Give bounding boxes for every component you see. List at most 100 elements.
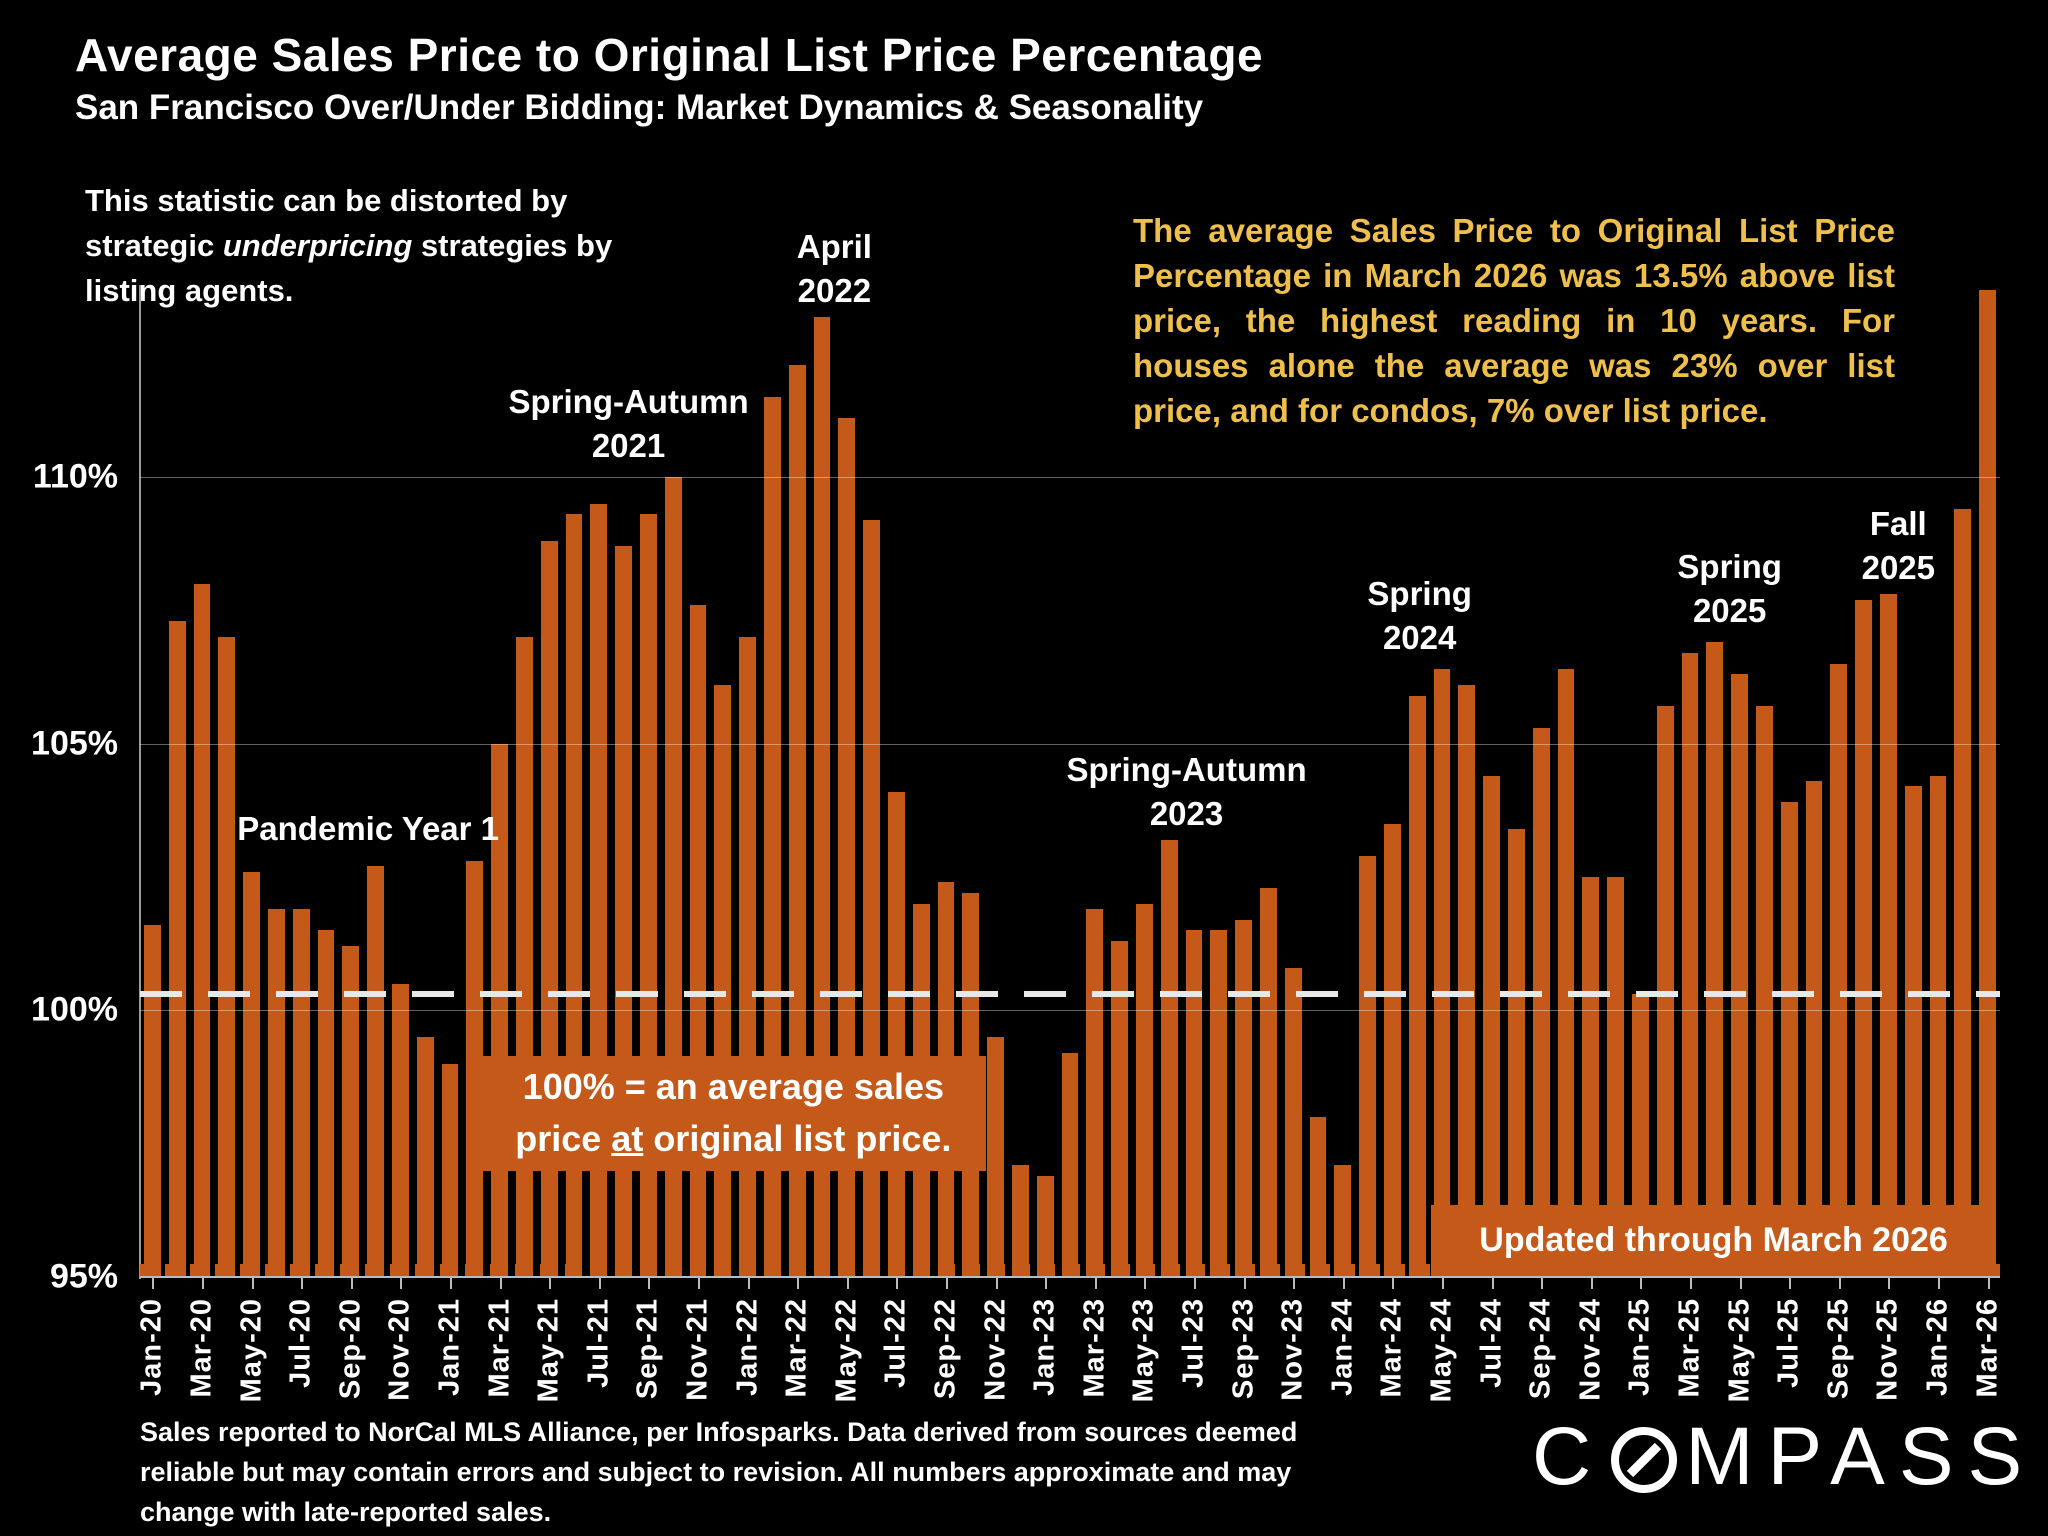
y-axis-labels: 110% 105% 100% 95% <box>0 285 126 1296</box>
x-axis-tick <box>747 1278 750 1289</box>
x-axis-tick <box>1293 1278 1296 1289</box>
x-axis-tick <box>995 1278 998 1289</box>
x-axis-label-Mar-21: Mar-21 <box>483 1298 516 1398</box>
x-axis-label-Jul-20: Jul-20 <box>284 1298 317 1388</box>
bar-Dec-20 <box>416 1037 434 1277</box>
bar-May-25 <box>1731 674 1749 1277</box>
bar-Dec-25 <box>1904 786 1922 1277</box>
bar-Apr-23 <box>1111 941 1129 1277</box>
x-axis-label-Jan-23: Jan-23 <box>1028 1298 1061 1396</box>
bar-Apr-21 <box>515 637 533 1277</box>
bar-Jun-20 <box>267 909 285 1277</box>
x-axis-label-Jul-25: Jul-25 <box>1772 1298 1805 1388</box>
bar-Jan-26 <box>1929 775 1947 1277</box>
x-axis-tick <box>350 1278 353 1289</box>
bar-Nov-24 <box>1582 877 1600 1277</box>
x-axis-label-Sep-24: Sep-24 <box>1524 1298 1557 1400</box>
bar-Jan-21 <box>441 1063 459 1277</box>
x-axis-tick <box>1987 1278 1990 1289</box>
bar-May-23 <box>1135 903 1153 1277</box>
x-axis-label-Mar-23: Mar-23 <box>1078 1298 1111 1398</box>
x-axis-tick <box>1194 1278 1196 1289</box>
hundred-percent-dashed-line <box>140 991 2000 998</box>
annotation-fall-2025: Fall 2025 <box>1861 505 1936 587</box>
x-axis-label-Sep-23: Sep-23 <box>1227 1298 1260 1400</box>
bar-Feb-23 <box>1061 1053 1079 1277</box>
x-axis-label-Mar-24: Mar-24 <box>1375 1298 1408 1398</box>
gridline-105% <box>140 743 2000 745</box>
x-axis-tick <box>1640 1278 1643 1289</box>
bar-Sep-20 <box>342 946 360 1277</box>
x-axis-label-Jul-21: Jul-21 <box>582 1298 615 1388</box>
annotation-spring-2025: Spring 2025 <box>1677 548 1782 629</box>
hundred-percent-callout-line2: price at original list price. <box>515 1118 952 1160</box>
x-axis-tick <box>1938 1278 1940 1289</box>
bar-Jun-23 <box>1160 839 1178 1277</box>
note-italic-word: underpricing <box>222 228 413 263</box>
bar-Feb-26 <box>1954 509 1972 1277</box>
bar-Jan-20 <box>143 925 161 1277</box>
bar-Jul-22 <box>887 791 905 1277</box>
x-axis-tick <box>152 1278 155 1289</box>
x-axis-tick <box>1094 1278 1097 1289</box>
bar-Apr-22 <box>813 317 831 1277</box>
bar-Nov-25 <box>1879 594 1897 1277</box>
x-axis-tick <box>598 1278 601 1289</box>
x-axis-line <box>140 1276 2000 1278</box>
bar-Mar-25 <box>1681 653 1699 1277</box>
x-axis-tick <box>251 1278 254 1289</box>
page-title: Average Sales Price to Original List Pri… <box>75 29 1264 81</box>
hundred-percent-callout: 100% = an average sales price at origina… <box>480 1055 987 1171</box>
x-axis-tick <box>1491 1278 1494 1289</box>
bar-Mar-24 <box>1383 823 1401 1277</box>
x-axis-label-Jan-21: Jan-21 <box>433 1298 466 1396</box>
x-axis-labels: Jan-20 Mar-20 May-20 Jul-20 Sep-20 Nov-20 Jan-… <box>136 1292 2003 1422</box>
note-part1: This statistic can be distorted by strat… <box>85 183 568 263</box>
x-axis-tick <box>1442 1278 1444 1289</box>
x-axis-label-Nov-20: Nov-20 <box>383 1298 416 1401</box>
x-axis-tick <box>1342 1278 1345 1289</box>
bar-Sep-23 <box>1235 919 1253 1277</box>
x-axis-label-Nov-23: Nov-23 <box>1276 1298 1309 1401</box>
bar-Jun-24 <box>1458 685 1476 1277</box>
y-axis-label-105%: 105% <box>31 724 118 763</box>
gridline-100% <box>140 1010 2000 1012</box>
bar-Aug-23 <box>1210 930 1228 1277</box>
bar-Mar-23 <box>1086 909 1104 1277</box>
y-axis-label-95%: 95% <box>49 1257 118 1296</box>
x-axis-label-Jan-22: Jan-22 <box>731 1298 764 1396</box>
x-axis-tick <box>698 1278 700 1289</box>
bar-Nov-22 <box>987 1037 1005 1277</box>
x-axis-tick <box>499 1278 502 1289</box>
bar-Mar-20 <box>193 583 211 1277</box>
x-axis-label-Mar-25: Mar-25 <box>1673 1298 1706 1398</box>
x-axis-label-May-21: May-21 <box>532 1298 565 1403</box>
x-axis-label-Jan-26: Jan-26 <box>1921 1298 1954 1396</box>
hundred-percent-callout-line1: 100% = an average sales <box>522 1066 944 1108</box>
annotation-spring-autumn-2023: Spring-Autumn 2023 <box>1066 750 1307 832</box>
distortion-note: This statistic can be distorted by strat… <box>85 178 615 313</box>
note-part2: strategies by listing agents. <box>85 228 613 308</box>
gridline-110% <box>140 477 2000 478</box>
y-axis-label-100%: 100% <box>31 990 118 1029</box>
bar-Feb-20 <box>168 621 186 1277</box>
x-axis-label-Mar-22: Mar-22 <box>780 1298 813 1398</box>
bar-Oct-23 <box>1259 887 1277 1277</box>
bar-Mar-26 <box>1979 290 1997 1277</box>
x-axis-tick <box>1541 1278 1544 1289</box>
x-axis-label-Sep-20: Sep-20 <box>334 1298 367 1400</box>
x-axis-label-Jul-22: Jul-22 <box>879 1298 912 1388</box>
y-axis-line <box>139 285 141 1279</box>
bar-May-24 <box>1433 669 1451 1277</box>
x-axis-label-Nov-21: Nov-21 <box>681 1298 714 1401</box>
bar-Jul-24 <box>1483 775 1501 1277</box>
x-axis-tick <box>946 1278 948 1289</box>
bar-Feb-24 <box>1359 855 1377 1277</box>
underlined-at: at <box>611 1118 644 1160</box>
x-axis-label-Nov-24: Nov-24 <box>1574 1298 1607 1401</box>
bar-Apr-24 <box>1408 695 1426 1277</box>
bar-Aug-24 <box>1507 829 1525 1277</box>
x-axis-label-Mar-26: Mar-26 <box>1971 1298 2004 1398</box>
x-axis-label-Mar-20: Mar-20 <box>185 1298 218 1398</box>
